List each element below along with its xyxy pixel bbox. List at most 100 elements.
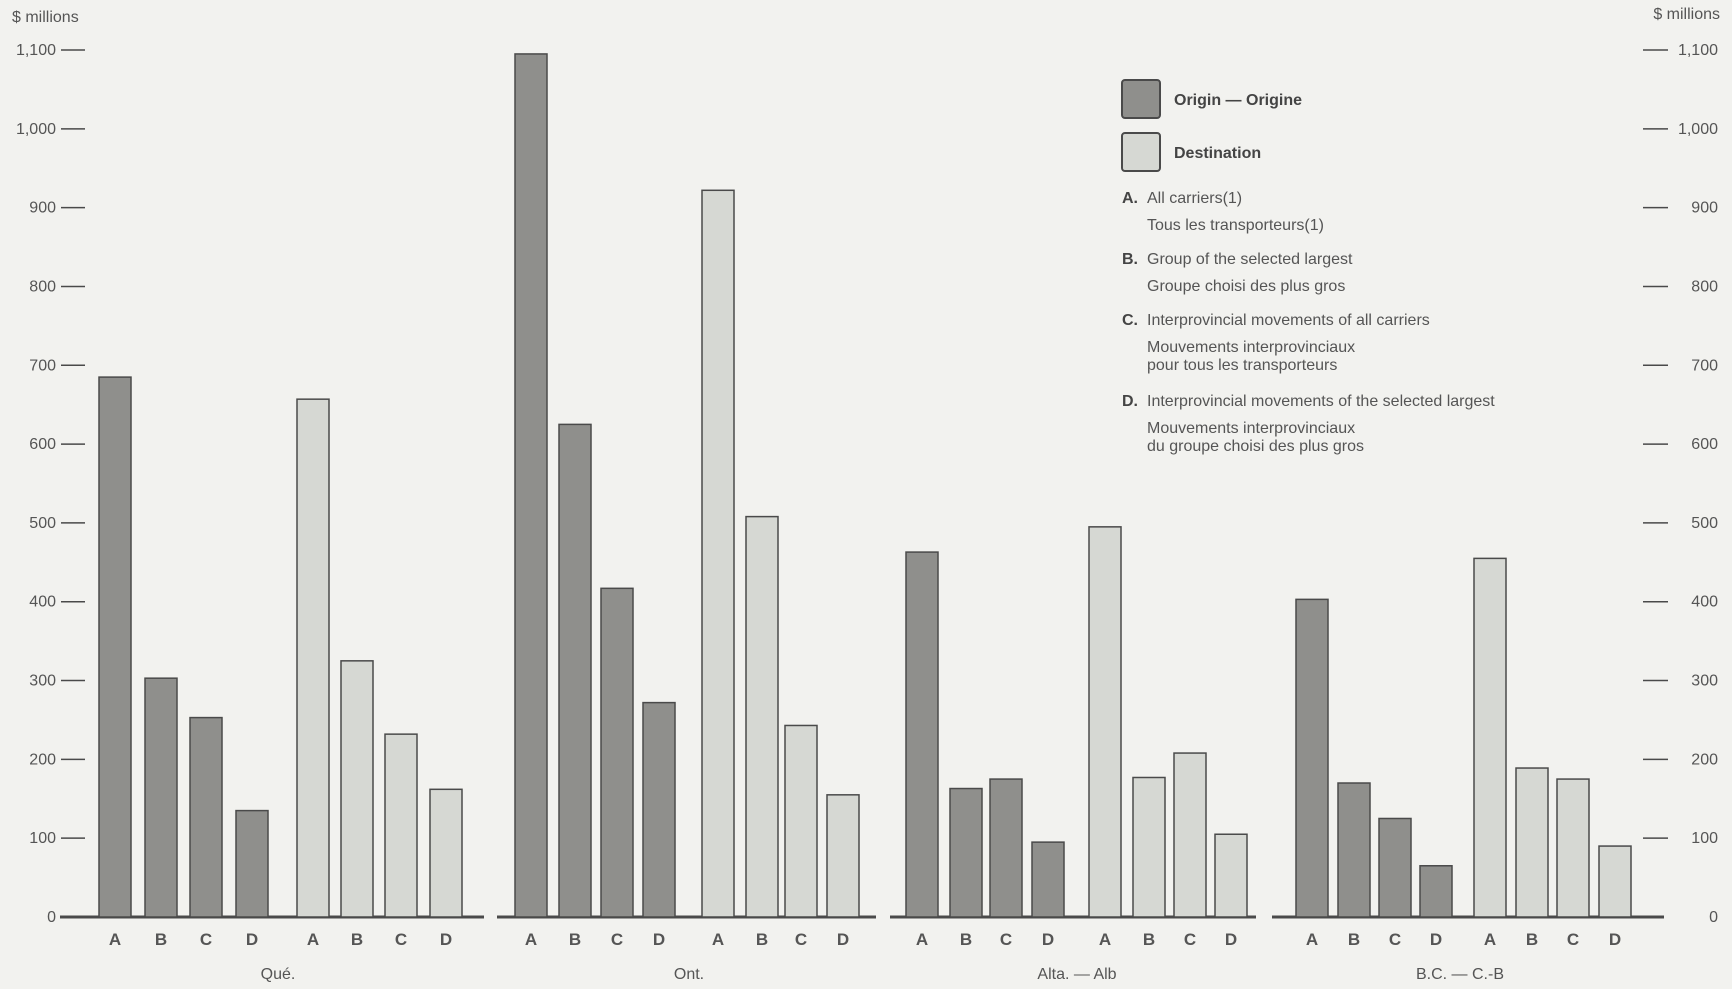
- category-label: D: [246, 930, 258, 949]
- bar-destination: [701, 189, 735, 918]
- category-label: A: [525, 930, 537, 949]
- category-label: C: [795, 930, 807, 949]
- bar-origin: [144, 677, 178, 918]
- category-label: B: [1526, 930, 1538, 949]
- legend-key-text: Groupe choisi des plus gros: [1147, 278, 1345, 295]
- category-label: B: [155, 930, 167, 949]
- legend-key-letter: A.: [1122, 190, 1138, 207]
- bar-origin: [1337, 782, 1371, 918]
- y-unit-label-left: $ millions: [12, 9, 79, 26]
- group-label: Alta. — Alb: [1037, 966, 1116, 983]
- bar-destination: [826, 794, 860, 918]
- category-label: B: [1143, 930, 1155, 949]
- bar-origin: [1419, 865, 1453, 918]
- y-tick-label-left: 0: [47, 909, 56, 926]
- category-label: A: [712, 930, 724, 949]
- y-tick-label-right: 0: [1709, 909, 1718, 926]
- legend-key-text: pour tous les transporteurs: [1147, 357, 1337, 374]
- y-unit-label-right: $ millions: [1653, 6, 1720, 23]
- category-label: C: [200, 930, 212, 949]
- bar-origin: [189, 716, 223, 918]
- category-label: A: [109, 930, 121, 949]
- category-label: D: [1225, 930, 1237, 949]
- category-label: B: [351, 930, 363, 949]
- category-label: B: [756, 930, 768, 949]
- group-label: B.C. — C.-B: [1416, 966, 1504, 983]
- y-tick-label-left: 600: [29, 436, 56, 453]
- y-tick-label-left: 900: [29, 200, 56, 217]
- y-tick-label-left: 1,000: [16, 121, 56, 138]
- category-label: C: [1184, 930, 1196, 949]
- bar-destination: [1556, 778, 1590, 918]
- bar-origin: [949, 787, 983, 918]
- category-label: C: [1000, 930, 1012, 949]
- category-label: D: [1430, 930, 1442, 949]
- category-label: D: [440, 930, 452, 949]
- bar-destination: [1598, 845, 1632, 918]
- bar-origin: [642, 701, 676, 918]
- legend-series-label: Origin — Origine: [1174, 92, 1302, 109]
- category-label: C: [1389, 930, 1401, 949]
- legend-key-text: Mouvements interprovinciaux: [1147, 420, 1355, 437]
- y-tick-label-right: 700: [1691, 357, 1718, 374]
- bar-origin: [98, 376, 132, 918]
- bar-origin: [514, 53, 548, 918]
- y-tick-label-left: 800: [29, 278, 56, 295]
- legend-series-label: Destination: [1174, 145, 1261, 162]
- bar-origin: [558, 423, 592, 918]
- legend-key-letter: D.: [1122, 393, 1138, 410]
- bar-origin: [1295, 598, 1329, 918]
- legend-key-letter: B.: [1122, 251, 1138, 268]
- category-label: A: [1306, 930, 1318, 949]
- y-tick-label-right: 500: [1691, 515, 1718, 532]
- axes-layer: 0 100 200 300 400 500 600 700 800 900 1,000 1,100 0 1…: [12, 6, 1720, 926]
- y-tick-label-left: 100: [29, 830, 56, 847]
- category-label: D: [1042, 930, 1054, 949]
- bar-destination: [1088, 526, 1122, 918]
- category-label: B: [1348, 930, 1360, 949]
- y-tick-label-left: 500: [29, 515, 56, 532]
- y-tick-label-right: 200: [1691, 751, 1718, 768]
- legend-key-text: Mouvements interprovinciaux: [1147, 339, 1355, 356]
- legend: Origin — Origine Destination A. All carrier…: [1121, 79, 1495, 455]
- bar-origin: [1031, 841, 1065, 918]
- group-label: Ont.: [674, 966, 704, 983]
- y-tick-label-left: 200: [29, 751, 56, 768]
- legend-key-text: du groupe choisi des plus gros: [1147, 438, 1364, 455]
- category-label: D: [1609, 930, 1621, 949]
- bar-origin: [1378, 817, 1412, 918]
- category-label: A: [1484, 930, 1496, 949]
- y-tick-label-left: 400: [29, 594, 56, 611]
- y-tick-label-right: 100: [1691, 830, 1718, 847]
- legend-key-text: Tous les transporteurs(1): [1147, 217, 1324, 234]
- category-label: A: [916, 930, 928, 949]
- legend-key-text: Interprovincial movements of all carrier…: [1147, 312, 1430, 329]
- bar-destination: [1515, 767, 1549, 918]
- bar-destination: [1473, 557, 1507, 918]
- category-label: D: [837, 930, 849, 949]
- y-tick-label-right: 300: [1691, 673, 1718, 690]
- category-label: C: [395, 930, 407, 949]
- bar-origin: [989, 778, 1023, 918]
- y-tick-label-right: 1,100: [1678, 42, 1718, 59]
- category-label: B: [960, 930, 972, 949]
- legend-key-text: All carriers(1): [1147, 190, 1242, 207]
- bar-destination: [784, 724, 818, 918]
- legend-key-text: Interprovincial movements of the selecte…: [1147, 393, 1495, 410]
- category-label: C: [611, 930, 623, 949]
- legend-key-text: Group of the selected largest: [1147, 251, 1353, 268]
- y-tick-label-right: 600: [1691, 436, 1718, 453]
- y-tick-label-left: 1,100: [16, 42, 56, 59]
- legend-key-letter: C.: [1122, 312, 1138, 329]
- y-tick-label-right: 800: [1691, 278, 1718, 295]
- bar-destination: [340, 660, 374, 918]
- bar-origin: [905, 551, 939, 918]
- bar-destination: [429, 788, 463, 918]
- y-tick-label-right: 400: [1691, 594, 1718, 611]
- bar-destination: [745, 515, 779, 918]
- category-label: A: [1099, 930, 1111, 949]
- category-label: C: [1567, 930, 1579, 949]
- legend-swatch-origin: [1121, 79, 1161, 119]
- y-tick-label-left: 700: [29, 357, 56, 374]
